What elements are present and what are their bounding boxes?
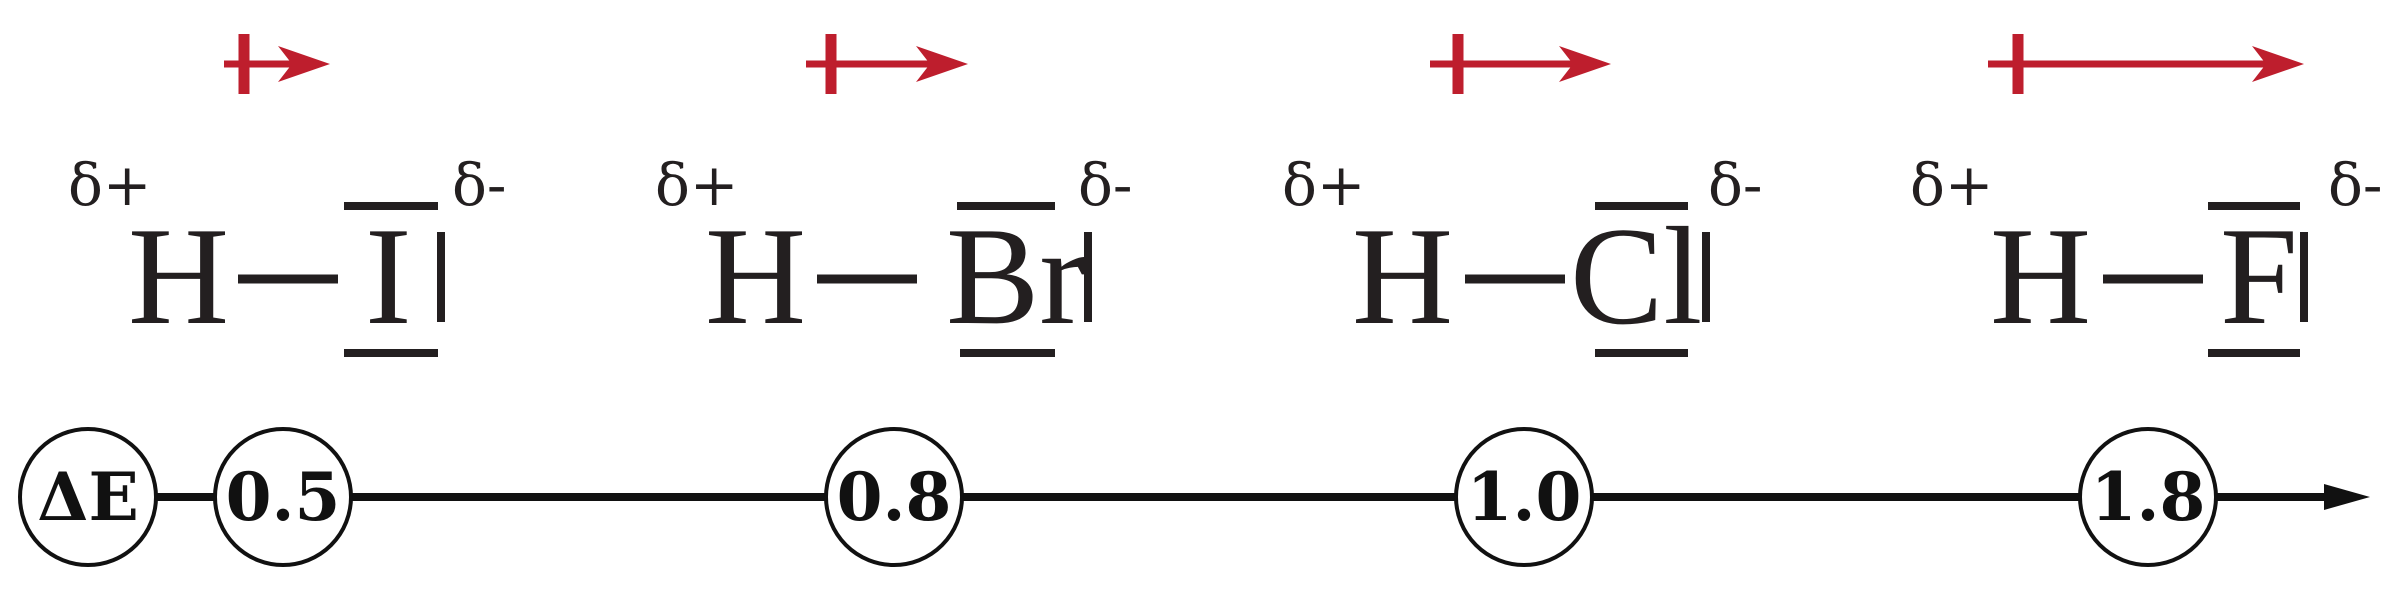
- dipole-arrow-hi: [224, 34, 330, 94]
- molecule-hcl: δ+ H Cl δ-: [1282, 151, 1763, 357]
- molecule-hi: δ+ H I δ-: [68, 151, 507, 357]
- dipole-arrow-hi-head: [278, 46, 330, 82]
- delta-e-scale: ΔE 0.5 0.8 1.0 1.8: [18, 427, 2370, 567]
- dipole-arrow-hbr: [806, 34, 968, 94]
- halogen-symbol: Cl: [1570, 199, 1702, 354]
- scale-axis-badge: ΔE: [18, 427, 158, 567]
- delta-e-value-hi: 0.5: [213, 427, 353, 567]
- delta-e-value-label: 1.8: [2091, 458, 2206, 536]
- dipole-arrow-hcl-head: [1559, 46, 1611, 82]
- halogen-symbol: I: [365, 199, 412, 354]
- hydrogen-symbol: H: [705, 199, 806, 354]
- delta-e-value-label: 0.8: [837, 458, 952, 536]
- dipole-arrow-hf: [1988, 34, 2304, 94]
- partial-negative-charge: δ-: [2328, 151, 2383, 219]
- delta-e-value-label: 1.0: [1467, 458, 1582, 536]
- halogen-symbol: F: [2220, 199, 2298, 354]
- hydrogen-symbol: H: [128, 199, 229, 354]
- partial-negative-charge: δ-: [452, 151, 507, 219]
- dipole-arrow-hcl: [1430, 34, 1611, 94]
- partial-negative-charge: δ-: [1078, 151, 1133, 219]
- delta-e-value-hf: 1.8: [2078, 427, 2218, 567]
- hydrogen-symbol: H: [1990, 199, 2091, 354]
- dipole-arrow-hbr-head: [916, 46, 968, 82]
- delta-e-value-label: 0.5: [226, 458, 341, 536]
- delta-e-value-hcl: 1.0: [1454, 427, 1594, 567]
- partial-positive-charge: δ+: [655, 151, 739, 219]
- molecule-hbr: δ+ H Br δ-: [655, 151, 1133, 357]
- partial-positive-charge: δ+: [1910, 151, 1994, 219]
- molecule-hf: δ+ H F δ-: [1910, 151, 2383, 357]
- scale-axis-arrowhead: [2324, 484, 2370, 510]
- halogen-symbol: Br: [946, 199, 1086, 354]
- delta-e-label: ΔE: [37, 458, 139, 536]
- delta-e-value-hbr: 0.8: [824, 427, 964, 567]
- hydrogen-symbol: H: [1352, 199, 1453, 354]
- partial-positive-charge: δ+: [1282, 151, 1366, 219]
- partial-negative-charge: δ-: [1708, 151, 1763, 219]
- dipole-arrow-hf-head: [2252, 46, 2304, 82]
- partial-positive-charge: δ+: [68, 151, 152, 219]
- dipole-arrows: [224, 34, 2304, 94]
